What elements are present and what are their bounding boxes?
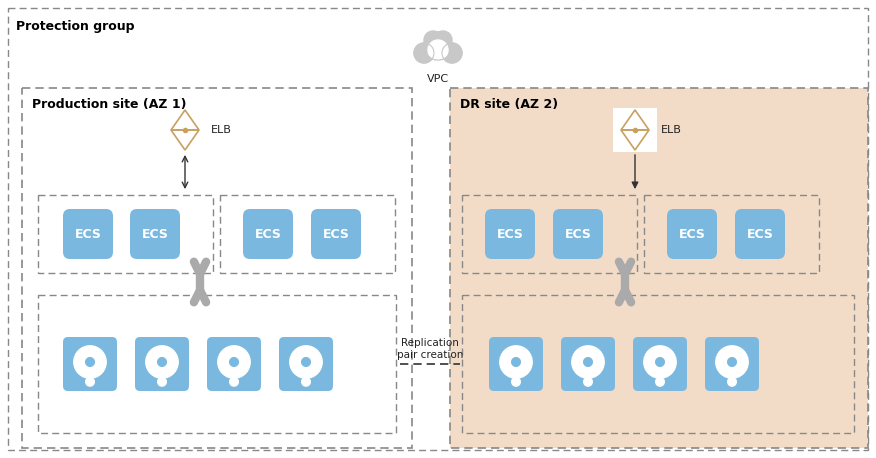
FancyBboxPatch shape <box>667 209 717 259</box>
Text: Replication
pair creation: Replication pair creation <box>397 338 463 360</box>
FancyBboxPatch shape <box>63 337 117 391</box>
Bar <box>450 88 868 448</box>
Circle shape <box>301 377 310 386</box>
FancyBboxPatch shape <box>207 337 261 391</box>
Text: ECS: ECS <box>679 228 705 240</box>
Circle shape <box>424 32 452 60</box>
FancyBboxPatch shape <box>63 209 113 259</box>
Text: ELB: ELB <box>661 125 682 135</box>
Bar <box>613 108 657 152</box>
Bar <box>38 195 213 273</box>
Text: ECS: ECS <box>497 228 524 240</box>
Circle shape <box>158 377 166 386</box>
Bar <box>38 295 396 433</box>
Circle shape <box>86 377 95 386</box>
FancyBboxPatch shape <box>135 337 189 391</box>
Circle shape <box>655 377 664 386</box>
FancyBboxPatch shape <box>311 209 361 259</box>
Text: ECS: ECS <box>746 228 774 240</box>
Circle shape <box>500 346 533 378</box>
Bar <box>462 295 854 433</box>
FancyBboxPatch shape <box>130 209 180 259</box>
Circle shape <box>655 358 664 366</box>
Circle shape <box>301 358 310 366</box>
Text: VPC: VPC <box>427 74 449 84</box>
Circle shape <box>442 43 462 63</box>
FancyBboxPatch shape <box>633 337 687 391</box>
Circle shape <box>512 377 520 386</box>
Circle shape <box>583 358 592 366</box>
FancyBboxPatch shape <box>553 209 603 259</box>
Text: ECS: ECS <box>255 228 281 240</box>
Circle shape <box>230 358 238 366</box>
Circle shape <box>728 377 737 386</box>
Circle shape <box>145 346 178 378</box>
Circle shape <box>230 377 238 386</box>
Bar <box>22 88 412 448</box>
Text: ECS: ECS <box>322 228 350 240</box>
Text: Production site (AZ 1): Production site (AZ 1) <box>32 98 187 111</box>
Bar <box>220 195 395 273</box>
FancyBboxPatch shape <box>279 337 333 391</box>
Circle shape <box>428 40 448 60</box>
FancyBboxPatch shape <box>561 337 615 391</box>
Text: Protection group: Protection group <box>16 20 135 33</box>
Circle shape <box>434 31 452 49</box>
Circle shape <box>158 358 166 366</box>
Circle shape <box>728 358 737 366</box>
Circle shape <box>74 346 106 378</box>
Text: ELB: ELB <box>211 125 232 135</box>
FancyBboxPatch shape <box>243 209 293 259</box>
Circle shape <box>424 31 442 49</box>
Circle shape <box>644 346 676 378</box>
Circle shape <box>583 377 592 386</box>
FancyBboxPatch shape <box>489 337 543 391</box>
Text: ECS: ECS <box>564 228 591 240</box>
FancyBboxPatch shape <box>485 209 535 259</box>
Circle shape <box>414 43 434 63</box>
FancyBboxPatch shape <box>705 337 759 391</box>
Text: DR site (AZ 2): DR site (AZ 2) <box>460 98 558 111</box>
Bar <box>462 195 637 273</box>
Text: ECS: ECS <box>142 228 168 240</box>
FancyBboxPatch shape <box>735 209 785 259</box>
Bar <box>644 195 819 273</box>
Circle shape <box>218 346 251 378</box>
Text: ECS: ECS <box>74 228 102 240</box>
Circle shape <box>290 346 322 378</box>
Circle shape <box>512 358 520 366</box>
Circle shape <box>572 346 604 378</box>
Circle shape <box>86 358 95 366</box>
Circle shape <box>716 346 748 378</box>
